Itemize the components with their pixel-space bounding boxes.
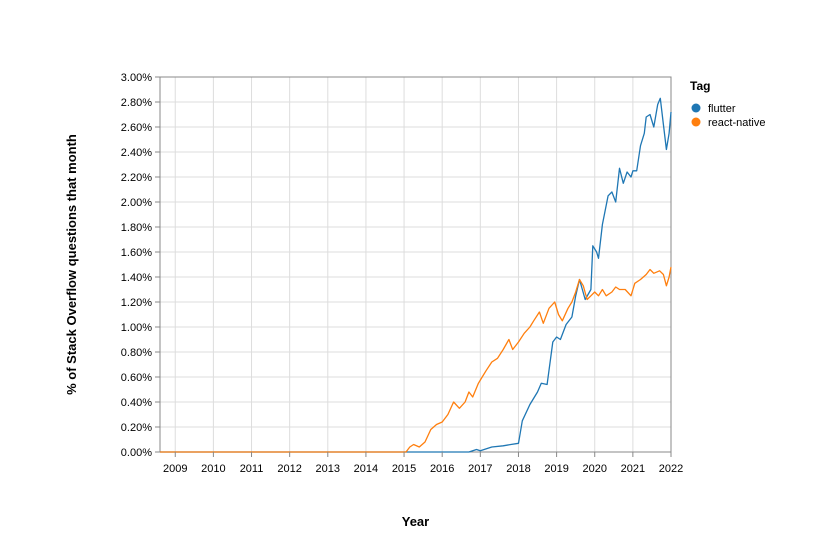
series-layer <box>160 97 672 453</box>
x-tick-label: 2009 <box>163 463 187 475</box>
x-tick-label: 2016 <box>430 463 454 475</box>
legend-label-flutter: flutter <box>708 103 736 115</box>
y-tick-label: 1.40% <box>121 272 152 284</box>
y-tick-label: 1.20% <box>121 297 152 309</box>
y-tick-label: 2.40% <box>121 147 152 159</box>
x-tick-label: 2010 <box>201 463 225 475</box>
x-axis: 2009 2010 2011 2012 2013 2014 2015 2016 2017 2018… <box>163 452 683 475</box>
y-tick-label: 2.20% <box>121 172 152 184</box>
y-tick-label: 0.40% <box>121 397 152 409</box>
x-axis-title: Year <box>402 514 429 529</box>
y-tick-label: 1.80% <box>121 222 152 234</box>
x-tick-label: 2011 <box>240 463 264 475</box>
x-tick-label: 2019 <box>544 463 568 475</box>
y-tick-label: 3.00% <box>121 72 152 84</box>
y-tick-label: 0.00% <box>121 447 152 459</box>
y-tick-label: 2.00% <box>121 197 152 209</box>
x-tick-label: 2020 <box>582 463 606 475</box>
y-tick-label: 2.80% <box>121 97 152 109</box>
y-tick-label: 1.60% <box>121 247 152 259</box>
legend-swatch-react-native <box>691 117 701 127</box>
x-tick-label: 2012 <box>277 463 301 475</box>
y-axis-title: % of Stack Overflow questions that month <box>64 134 79 395</box>
y-tick-label: 1.00% <box>121 322 152 334</box>
y-tick-label: 0.80% <box>121 347 152 359</box>
y-tick-label: 0.60% <box>121 372 152 384</box>
legend-title: Tag <box>690 79 710 93</box>
x-tick-label: 2017 <box>468 463 492 475</box>
legend-label-react-native: react-native <box>708 117 765 129</box>
x-tick-label: 2014 <box>354 463 378 475</box>
x-tick-label: 2018 <box>506 463 530 475</box>
x-tick-label: 2013 <box>316 463 340 475</box>
series-line-flutter <box>160 97 672 453</box>
x-tick-label: 2015 <box>392 463 416 475</box>
y-axis: 0.00% 0.20% 0.40% 0.60% 0.80% 1.00% 1.20% 1.40%… <box>121 72 160 459</box>
legend: Tag flutter react-native <box>690 79 765 129</box>
legend-swatch-flutter <box>691 103 701 113</box>
y-tick-label: 0.20% <box>121 422 152 434</box>
x-tick-label: 2021 <box>621 463 645 475</box>
series-line-react-native <box>160 266 672 453</box>
grid <box>159 76 672 453</box>
y-tick-label: 2.60% <box>121 122 152 134</box>
x-tick-label: 2022 <box>659 463 683 475</box>
